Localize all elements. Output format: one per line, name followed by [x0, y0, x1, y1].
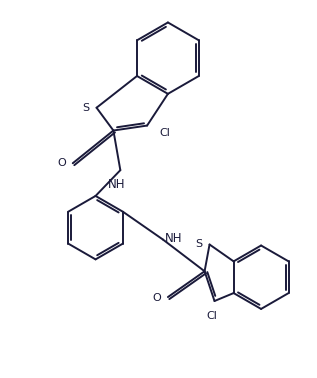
Text: NH: NH: [165, 232, 183, 245]
Text: S: S: [82, 103, 90, 113]
Text: O: O: [57, 158, 66, 168]
Text: O: O: [152, 293, 161, 303]
Text: NH: NH: [108, 178, 125, 191]
Text: S: S: [196, 239, 203, 248]
Text: Cl: Cl: [206, 311, 217, 321]
Text: Cl: Cl: [159, 129, 170, 138]
